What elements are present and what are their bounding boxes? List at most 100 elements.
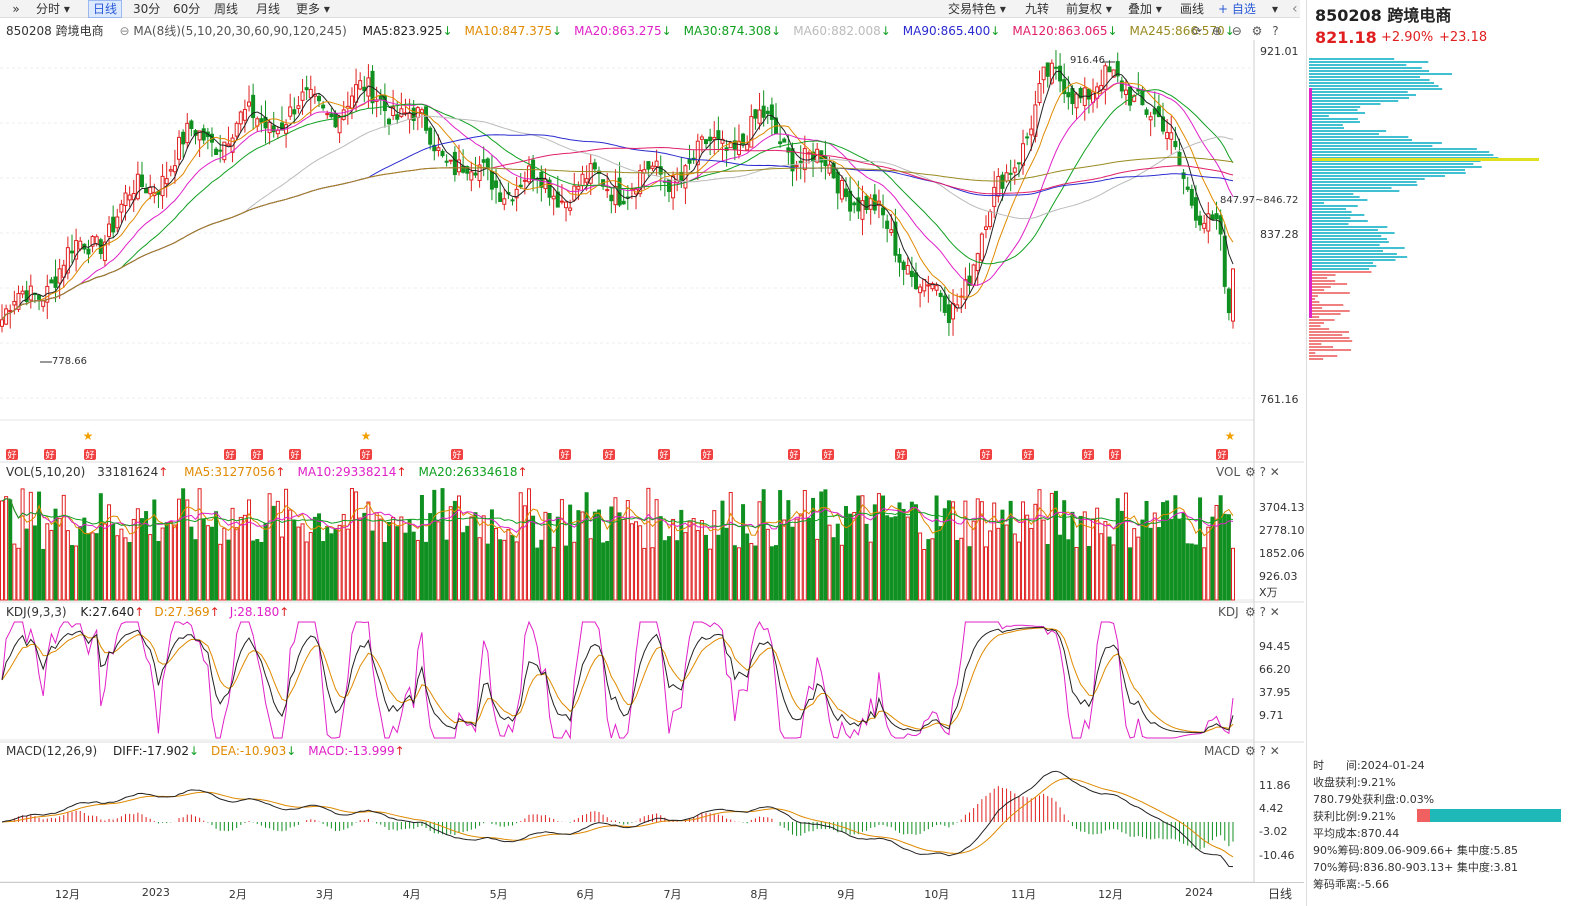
candle-body bbox=[1202, 222, 1207, 229]
down-arrow-icon: ↓ bbox=[771, 24, 782, 38]
volume-bar bbox=[1206, 526, 1211, 601]
candle-body bbox=[28, 285, 33, 301]
macd-value: MACD:-13.999 bbox=[308, 744, 395, 758]
volume-bar bbox=[897, 502, 902, 601]
help-icon[interactable]: ? bbox=[1272, 24, 1279, 38]
gear-icon[interactable]: ⚙ ? ✕ bbox=[1245, 605, 1280, 619]
volume-bar bbox=[382, 541, 387, 601]
refresh-icon[interactable]: ⟳ bbox=[1192, 24, 1203, 38]
volume-bar bbox=[860, 495, 865, 601]
kdj-label[interactable]: KDJ(9,3,3) bbox=[6, 605, 67, 619]
chart-canvas[interactable]: 好 好 好 好 好 好 好 好 好 好 好 好 好 好 好 好 好 好 好 好 ★ ★ ★ bbox=[0, 0, 1304, 906]
candle-body bbox=[551, 195, 556, 200]
double-chevron-right-icon[interactable]: » bbox=[12, 2, 20, 16]
volume-bar bbox=[955, 539, 960, 601]
candle-body bbox=[1189, 188, 1194, 206]
profit-ratio-fill bbox=[1417, 809, 1431, 822]
candle-body bbox=[753, 109, 758, 119]
volume-bar bbox=[152, 499, 157, 601]
adjust-menu[interactable]: 前复权 ▾ bbox=[1066, 2, 1112, 16]
tab-weekly[interactable]: 周线 bbox=[214, 2, 239, 16]
volume-bar bbox=[107, 504, 112, 601]
candle-body bbox=[547, 179, 552, 198]
signal-tag-label: 好 bbox=[7, 449, 16, 461]
candle-body bbox=[300, 91, 305, 101]
candle-body bbox=[1041, 66, 1046, 81]
chip-bar bbox=[1309, 88, 1443, 90]
candle-body bbox=[518, 184, 523, 188]
tab-30min[interactable]: 30分 bbox=[133, 2, 161, 16]
gear-icon[interactable]: ⚙ ? ✕ bbox=[1245, 744, 1280, 758]
volume-bar bbox=[526, 488, 531, 601]
vol-label[interactable]: VOL(5,10,20) bbox=[6, 465, 86, 479]
tab-monthly[interactable]: 月线 bbox=[256, 2, 281, 16]
volume-bar bbox=[193, 539, 198, 601]
x-axis-tick-label: 11月 bbox=[1011, 888, 1037, 901]
tab-60min[interactable]: 60分 bbox=[173, 2, 201, 16]
chevron-left-icon[interactable]: ‹ bbox=[1292, 1, 1298, 17]
add-watchlist-button[interactable]: + 自选 bbox=[1218, 2, 1256, 16]
period-label[interactable]: 日线 bbox=[1268, 887, 1293, 901]
x-axis: 12月 2023 2月 3月 4月 5月 6月 7月 8月 9月 10月 11月 12月 2024 bbox=[0, 882, 1304, 904]
chip-bar bbox=[1309, 178, 1425, 180]
chip-bar bbox=[1309, 259, 1396, 261]
chip-bar bbox=[1309, 112, 1366, 114]
volume-bar bbox=[666, 536, 671, 601]
candle-body bbox=[1115, 61, 1120, 77]
candle-body bbox=[934, 285, 939, 291]
volume-bar bbox=[1202, 547, 1207, 601]
overlay-menu[interactable]: 叠加 ▾ bbox=[1128, 2, 1162, 16]
collapse-icon[interactable]: ⊖ bbox=[119, 24, 130, 38]
candle-body bbox=[341, 109, 346, 120]
chip-bar bbox=[1309, 73, 1453, 75]
volume-bar bbox=[938, 526, 943, 601]
candle-body bbox=[1049, 62, 1054, 84]
macd-line bbox=[1, 770, 1234, 868]
x-axis-tick-label: 9月 bbox=[837, 888, 856, 901]
tab-intraday[interactable]: 分时 ▾ bbox=[36, 2, 70, 16]
volume-bar bbox=[201, 518, 206, 601]
zoom-out-icon[interactable]: ⊖ bbox=[1231, 24, 1242, 38]
candle-body bbox=[102, 241, 107, 261]
chip-bar bbox=[1309, 355, 1338, 357]
volume-bar bbox=[687, 521, 692, 601]
volume-bar bbox=[1012, 533, 1017, 601]
signal-tag-label: 好 bbox=[1083, 449, 1092, 461]
candle-body bbox=[185, 122, 190, 144]
nine-turn-button[interactable]: 九转 bbox=[1025, 2, 1050, 16]
candle-body bbox=[321, 104, 326, 109]
chip-bar bbox=[1309, 331, 1350, 333]
volume-bar bbox=[934, 495, 939, 601]
volume-bar bbox=[251, 540, 256, 601]
ma-settings-label[interactable]: MA(8线)(5,10,20,30,60,90,120,245) bbox=[133, 24, 347, 38]
down-arrow-icon: ↓ bbox=[188, 744, 200, 758]
chip-distribution bbox=[1309, 58, 1539, 360]
ma5-line bbox=[1, 70, 1234, 321]
tab-daily[interactable]: 日线 bbox=[88, 0, 123, 18]
tab-more[interactable]: 更多 ▾ bbox=[296, 2, 330, 16]
candle-body bbox=[559, 200, 564, 203]
chip-profit-ratio: 获利比例:9.21% bbox=[1313, 810, 1396, 823]
candle-body bbox=[502, 198, 507, 205]
volume-bar bbox=[1161, 502, 1166, 601]
volume-bar bbox=[432, 489, 437, 601]
macd-label[interactable]: MACD(12,26,9) bbox=[6, 744, 98, 758]
volume-bar bbox=[996, 527, 1001, 601]
candle-body bbox=[432, 144, 437, 152]
volume-bar bbox=[189, 526, 194, 601]
volume-bar bbox=[971, 520, 976, 601]
volume-bar bbox=[992, 502, 997, 601]
trading-features-menu[interactable]: 交易特色 ▾ bbox=[948, 2, 1006, 16]
candle-body bbox=[732, 140, 737, 150]
triangle-down-icon[interactable]: ▾ bbox=[1272, 2, 1279, 16]
gear-icon[interactable]: ⚙ bbox=[1251, 24, 1263, 38]
volume-bar bbox=[782, 519, 787, 601]
volume-bar bbox=[979, 501, 984, 601]
draw-line-button[interactable]: 画线 bbox=[1180, 2, 1205, 16]
volume-bar bbox=[168, 521, 173, 601]
gear-icon[interactable]: ⚙ ? ✕ bbox=[1245, 465, 1280, 479]
star-icon: ★ bbox=[361, 429, 372, 443]
volume-bar bbox=[905, 516, 910, 601]
zoom-in-icon[interactable]: ⊕ bbox=[1211, 24, 1222, 38]
candle-body bbox=[827, 164, 832, 174]
